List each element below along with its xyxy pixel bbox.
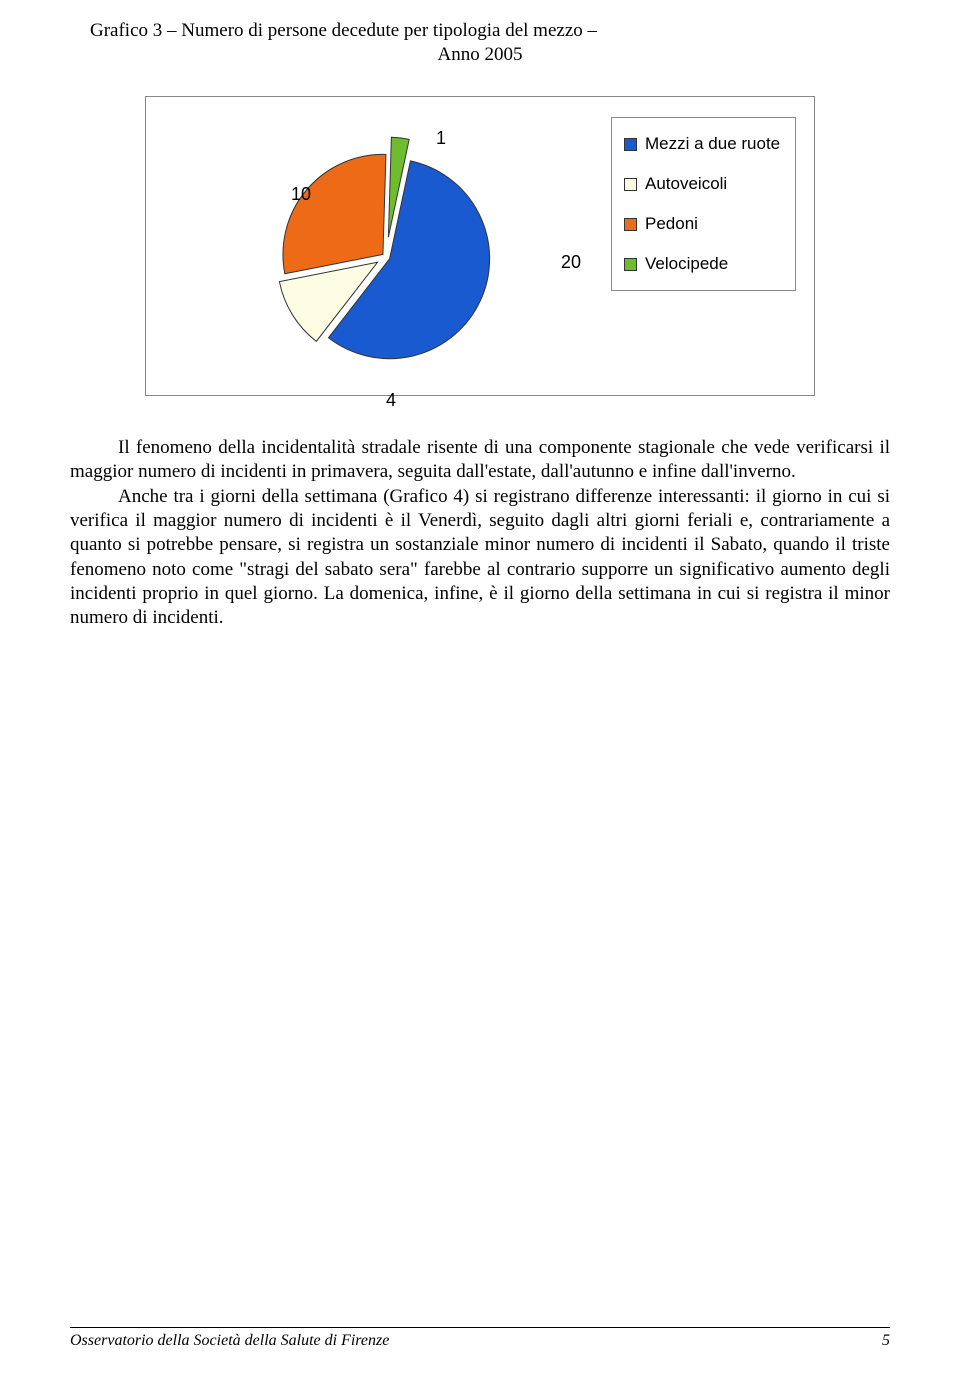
legend-item: Pedoni [624, 214, 783, 234]
pie-chart [256, 122, 516, 382]
legend-swatch [624, 258, 637, 271]
legend-swatch [624, 178, 637, 191]
pie-data-label: 20 [561, 252, 581, 273]
pie-data-label: 1 [436, 128, 446, 149]
footer-left: Osservatorio della Società della Salute … [70, 1332, 389, 1350]
paragraph-2: Anche tra i giorni della settimana (Graf… [70, 486, 890, 629]
legend-label: Pedoni [645, 214, 698, 234]
legend-swatch [624, 138, 637, 151]
paragraph-1: Il fenomeno della incidentalità stradale… [70, 437, 890, 482]
footer-page-number: 5 [882, 1332, 890, 1350]
pie-slice [283, 154, 386, 273]
legend: Mezzi a due ruote Autoveicoli Pedoni Veloci… [611, 117, 796, 291]
chart-title-line2: Anno 2005 [70, 44, 890, 66]
legend-swatch [624, 218, 637, 231]
pie-data-label: 4 [386, 390, 396, 411]
legend-item: Velocipede [624, 254, 783, 274]
chart-container: 204101 Mezzi a due ruoteAutoveicoliPedon… [145, 96, 815, 396]
legend-label: Mezzi a due ruote [645, 134, 780, 154]
legend-label: Velocipede [645, 254, 728, 274]
legend-label: Autoveicoli [645, 174, 727, 194]
chart-title-line1: Grafico 3 – Numero di persone decedute p… [90, 20, 890, 42]
body-paragraph: Il fenomeno della incidentalità stradale… [70, 436, 890, 631]
legend-item: Autoveicoli [624, 174, 783, 194]
page-footer: Osservatorio della Società della Salute … [70, 1327, 890, 1350]
pie-data-label: 10 [291, 184, 311, 205]
legend-item: Mezzi a due ruote [624, 134, 783, 154]
